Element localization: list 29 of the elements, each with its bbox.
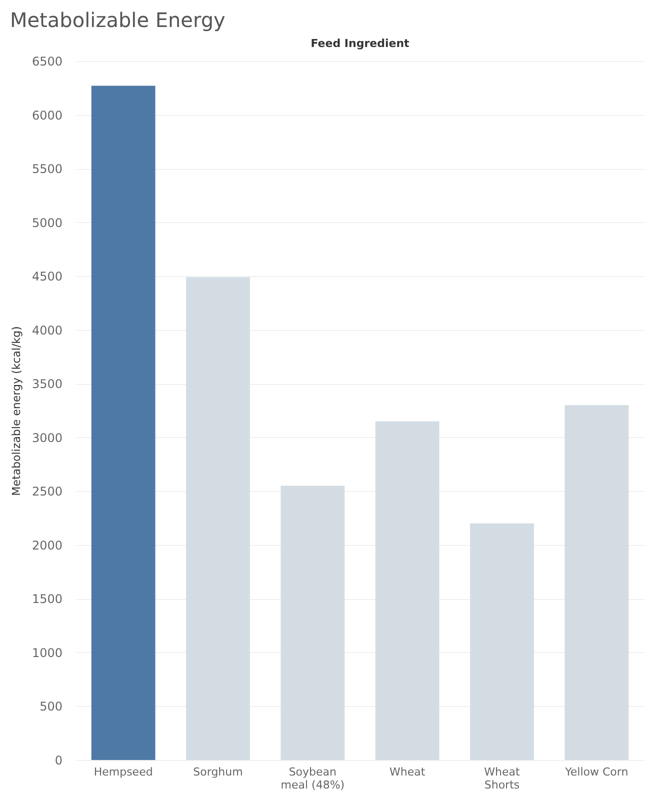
- x-tick-label: Sorghum: [193, 766, 243, 778]
- y-tick-label: 0: [54, 754, 62, 768]
- y-tick-label: 1000: [32, 646, 62, 660]
- x-tick-label: Yellow Corn: [564, 766, 628, 778]
- y-tick-label: 5000: [32, 216, 62, 230]
- y-tick-label: 2000: [32, 538, 62, 552]
- x-tick-label: Wheat Shorts: [484, 766, 521, 792]
- y-tick-label: 5500: [32, 162, 62, 176]
- y-tick-label: 3000: [32, 430, 62, 445]
- y-tick-label: 4000: [32, 323, 62, 338]
- bar: [186, 277, 250, 760]
- x-tick-label: Soybean meal (48%): [280, 766, 345, 792]
- x-tick-label: Wheat: [389, 766, 426, 778]
- chart-title: Metabolizable Energy: [9, 7, 226, 34]
- bar: [470, 523, 534, 760]
- bar: [564, 405, 629, 760]
- y-tick-label: 6500: [32, 54, 62, 68]
- y-tick-label: 3500: [32, 377, 62, 392]
- bar: [91, 86, 156, 760]
- x-tick-label: Hempseed: [94, 766, 153, 778]
- x-axis-title: Feed Ingredient: [310, 37, 410, 50]
- y-tick-label: 1500: [32, 592, 62, 606]
- y-tick-label: 4500: [32, 270, 62, 284]
- y-tick-label: 6000: [32, 108, 62, 122]
- bar: [280, 486, 345, 760]
- y-tick-label: 500: [40, 700, 62, 714]
- bar: [375, 421, 440, 760]
- y-axis-title: Metabolizable energy (kcal/kg): [10, 326, 23, 496]
- y-tick-label: 2500: [32, 484, 62, 499]
